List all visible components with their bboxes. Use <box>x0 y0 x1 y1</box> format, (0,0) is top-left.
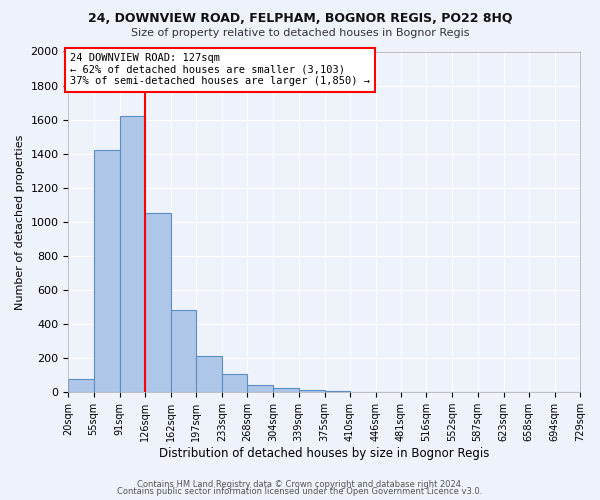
Y-axis label: Number of detached properties: Number of detached properties <box>15 134 25 310</box>
Bar <box>274 388 299 392</box>
Bar <box>145 214 171 392</box>
Bar <box>94 150 119 392</box>
Bar <box>196 356 222 392</box>
X-axis label: Distribution of detached houses by size in Bognor Regis: Distribution of detached houses by size … <box>159 447 490 460</box>
Bar <box>299 390 325 392</box>
Bar <box>247 386 274 392</box>
Bar <box>171 310 196 392</box>
Text: Size of property relative to detached houses in Bognor Regis: Size of property relative to detached ho… <box>131 28 469 38</box>
Text: 24, DOWNVIEW ROAD, FELPHAM, BOGNOR REGIS, PO22 8HQ: 24, DOWNVIEW ROAD, FELPHAM, BOGNOR REGIS… <box>88 12 512 26</box>
Text: Contains HM Land Registry data © Crown copyright and database right 2024.: Contains HM Land Registry data © Crown c… <box>137 480 463 489</box>
Bar <box>119 116 145 392</box>
Text: 24 DOWNVIEW ROAD: 127sqm
← 62% of detached houses are smaller (3,103)
37% of sem: 24 DOWNVIEW ROAD: 127sqm ← 62% of detach… <box>70 53 370 86</box>
Bar <box>222 374 247 392</box>
Bar <box>68 378 94 392</box>
Text: Contains public sector information licensed under the Open Government Licence v3: Contains public sector information licen… <box>118 488 482 496</box>
